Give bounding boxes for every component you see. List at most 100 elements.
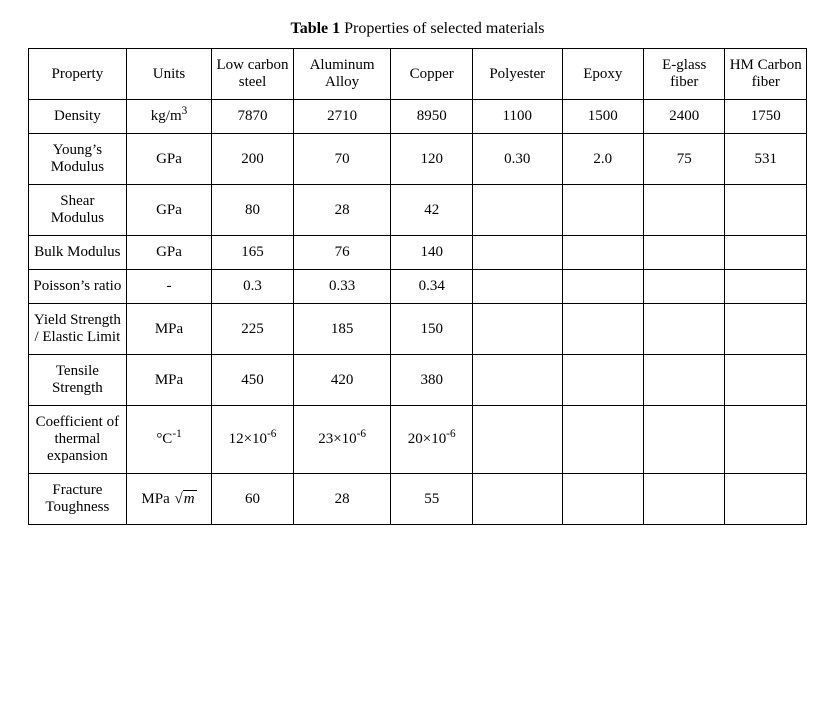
value-cell <box>644 355 725 406</box>
value-cell: 0.30 <box>472 134 562 185</box>
value-cell <box>472 406 562 474</box>
caption-label: Table 1 <box>290 20 340 37</box>
property-cell: Density <box>29 100 127 134</box>
units-cell: MPa <box>126 355 212 406</box>
value-cell <box>562 474 643 525</box>
units-cell: MPa m <box>126 474 212 525</box>
caption-text: Properties of selected materials <box>340 20 544 37</box>
table-head: PropertyUnitsLow carbon steelAluminum Al… <box>29 49 807 100</box>
value-cell <box>725 474 807 525</box>
value-cell: 120 <box>391 134 472 185</box>
col-header-1: Units <box>126 49 212 100</box>
table-caption: Table 1 Properties of selected materials <box>28 20 807 38</box>
col-header-2: Low carbon steel <box>212 49 293 100</box>
value-cell: 2400 <box>644 100 725 134</box>
value-cell <box>472 355 562 406</box>
col-header-3: Aluminum Alloy <box>293 49 391 100</box>
value-cell <box>472 270 562 304</box>
value-cell: 8950 <box>391 100 472 134</box>
value-cell: 2710 <box>293 100 391 134</box>
value-cell <box>725 406 807 474</box>
units-cell: °C-1 <box>126 406 212 474</box>
property-cell: Young’s Modulus <box>29 134 127 185</box>
value-cell <box>562 304 643 355</box>
value-cell <box>644 236 725 270</box>
value-cell: 76 <box>293 236 391 270</box>
value-cell: 7870 <box>212 100 293 134</box>
units-cell: MPa <box>126 304 212 355</box>
value-cell: 450 <box>212 355 293 406</box>
property-cell: Tensile Strength <box>29 355 127 406</box>
value-cell: 70 <box>293 134 391 185</box>
value-cell: 42 <box>391 185 472 236</box>
value-cell: 165 <box>212 236 293 270</box>
value-cell <box>562 185 643 236</box>
value-cell <box>644 185 725 236</box>
value-cell <box>562 355 643 406</box>
value-cell <box>562 236 643 270</box>
property-cell: Fracture Toughness <box>29 474 127 525</box>
value-cell <box>725 270 807 304</box>
table-row: Fracture ToughnessMPa m602855 <box>29 474 807 525</box>
value-cell: 185 <box>293 304 391 355</box>
value-cell: 140 <box>391 236 472 270</box>
table-row: Bulk ModulusGPa16576140 <box>29 236 807 270</box>
value-cell: 80 <box>212 185 293 236</box>
value-cell: 20×10-6 <box>391 406 472 474</box>
col-header-6: Epoxy <box>562 49 643 100</box>
table-row: Coefficient of thermal expansion°C-112×1… <box>29 406 807 474</box>
value-cell <box>472 236 562 270</box>
value-cell: 0.3 <box>212 270 293 304</box>
value-cell <box>472 474 562 525</box>
value-cell <box>725 236 807 270</box>
value-cell <box>644 406 725 474</box>
value-cell: 420 <box>293 355 391 406</box>
units-cell: GPa <box>126 185 212 236</box>
table-row: Poisson’s ratio-0.30.330.34 <box>29 270 807 304</box>
value-cell <box>472 304 562 355</box>
value-cell: 0.34 <box>391 270 472 304</box>
property-cell: Poisson’s ratio <box>29 270 127 304</box>
value-cell <box>725 355 807 406</box>
units-cell: kg/m3 <box>126 100 212 134</box>
value-cell: 225 <box>212 304 293 355</box>
value-cell <box>644 304 725 355</box>
value-cell: 531 <box>725 134 807 185</box>
value-cell: 380 <box>391 355 472 406</box>
property-cell: Bulk Modulus <box>29 236 127 270</box>
value-cell: 28 <box>293 185 391 236</box>
units-cell: GPa <box>126 134 212 185</box>
col-header-5: Polyester <box>472 49 562 100</box>
property-cell: Yield Strength / Elastic Limit <box>29 304 127 355</box>
value-cell: 1500 <box>562 100 643 134</box>
value-cell: 60 <box>212 474 293 525</box>
value-cell <box>644 270 725 304</box>
table-row: Yield Strength / Elastic LimitMPa2251851… <box>29 304 807 355</box>
units-cell: - <box>126 270 212 304</box>
table-row: Tensile StrengthMPa450420380 <box>29 355 807 406</box>
value-cell <box>472 185 562 236</box>
col-header-7: E-glass fiber <box>644 49 725 100</box>
value-cell: 1100 <box>472 100 562 134</box>
value-cell: 55 <box>391 474 472 525</box>
table-row: Shear ModulusGPa802842 <box>29 185 807 236</box>
table-row: Young’s ModulusGPa200701200.302.075531 <box>29 134 807 185</box>
value-cell <box>725 185 807 236</box>
value-cell <box>725 304 807 355</box>
property-cell: Shear Modulus <box>29 185 127 236</box>
value-cell <box>644 474 725 525</box>
value-cell <box>562 270 643 304</box>
property-cell: Coefficient of thermal expansion <box>29 406 127 474</box>
units-cell: GPa <box>126 236 212 270</box>
value-cell: 23×10-6 <box>293 406 391 474</box>
value-cell: 0.33 <box>293 270 391 304</box>
value-cell: 150 <box>391 304 472 355</box>
value-cell: 200 <box>212 134 293 185</box>
materials-table: PropertyUnitsLow carbon steelAluminum Al… <box>28 48 807 525</box>
col-header-8: HM Carbon fiber <box>725 49 807 100</box>
header-row: PropertyUnitsLow carbon steelAluminum Al… <box>29 49 807 100</box>
value-cell: 28 <box>293 474 391 525</box>
value-cell: 75 <box>644 134 725 185</box>
table-body: Densitykg/m37870271089501100150024001750… <box>29 100 807 525</box>
value-cell: 12×10-6 <box>212 406 293 474</box>
